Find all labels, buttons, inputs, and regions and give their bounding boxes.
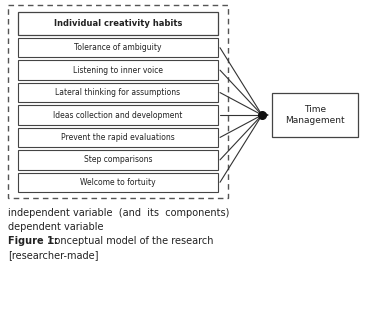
Text: Step comparisons: Step comparisons: [84, 156, 152, 164]
Polygon shape: [18, 38, 218, 58]
Text: dependent variable: dependent variable: [8, 222, 104, 232]
Text: [researcher-made]: [researcher-made]: [8, 250, 98, 260]
Polygon shape: [18, 150, 218, 169]
Text: Listening to inner voice: Listening to inner voice: [73, 66, 163, 75]
Polygon shape: [272, 93, 358, 137]
Text: Tolerance of ambiguity: Tolerance of ambiguity: [74, 43, 162, 52]
Text: Figure 1:: Figure 1:: [8, 236, 58, 246]
Polygon shape: [18, 128, 218, 147]
Text: Ideas collection and development: Ideas collection and development: [53, 110, 183, 119]
Text: Prevent the rapid evaluations: Prevent the rapid evaluations: [61, 133, 175, 142]
Text: Welcome to fortuity: Welcome to fortuity: [80, 178, 156, 187]
Polygon shape: [18, 173, 218, 192]
Text: Lateral thinking for assumptions: Lateral thinking for assumptions: [55, 88, 181, 97]
Text: Individual creativity habits: Individual creativity habits: [54, 19, 182, 28]
Polygon shape: [18, 105, 218, 125]
Polygon shape: [18, 12, 218, 35]
Polygon shape: [18, 83, 218, 102]
Polygon shape: [18, 60, 218, 80]
Text: independent variable  (and  its  components): independent variable (and its components…: [8, 208, 229, 218]
Text: conceptual model of the research: conceptual model of the research: [46, 236, 213, 246]
Text: Time
Management: Time Management: [285, 105, 345, 125]
